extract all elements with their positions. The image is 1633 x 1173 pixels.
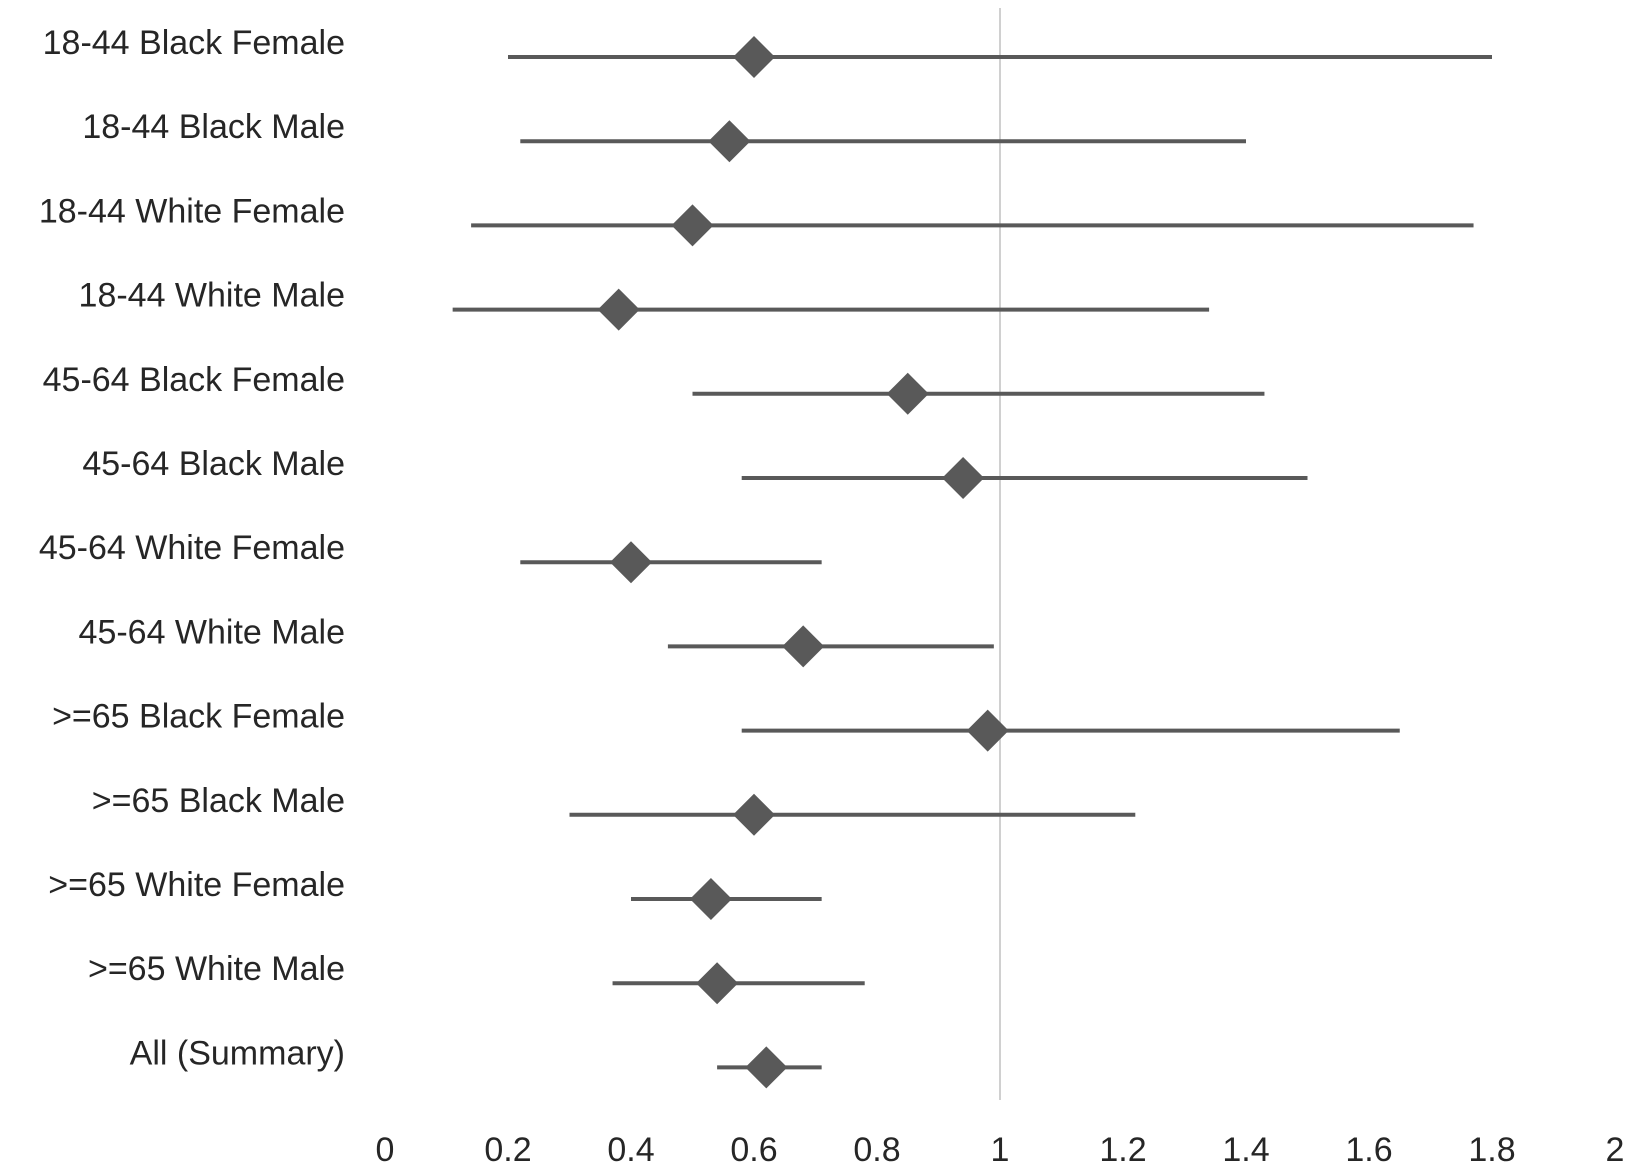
forest-row: 45-64 White Male bbox=[79, 613, 994, 668]
row-label: >=65 White Female bbox=[48, 866, 345, 904]
estimate-diamond bbox=[745, 1046, 788, 1089]
row-label: >=65 White Male bbox=[88, 950, 345, 988]
forest-row: >=65 Black Male bbox=[92, 782, 1136, 836]
forest-row: >=65 Black Female bbox=[52, 698, 1400, 752]
row-label: 18-44 Black Male bbox=[82, 108, 345, 146]
row-label: 18-44 White Female bbox=[39, 192, 345, 230]
estimate-diamond bbox=[708, 120, 751, 163]
x-tick-label: 0.8 bbox=[853, 1131, 900, 1169]
forest-row: 18-44 Black Male bbox=[82, 108, 1246, 163]
estimate-diamond bbox=[942, 457, 985, 499]
estimate-diamond bbox=[610, 541, 652, 584]
x-tick-label: 1.6 bbox=[1345, 1131, 1392, 1169]
x-tick-label: 0.6 bbox=[730, 1131, 777, 1169]
estimate-diamond bbox=[597, 288, 640, 331]
estimate-diamond bbox=[671, 204, 714, 247]
forest-row: 45-64 Black Female bbox=[43, 361, 1265, 415]
x-tick-label: 0.4 bbox=[607, 1131, 654, 1169]
forest-row: 45-64 White Female bbox=[39, 529, 822, 584]
forest-row: >=65 White Male bbox=[88, 950, 865, 1005]
estimate-diamond bbox=[689, 878, 732, 920]
row-label: >=65 Black Female bbox=[52, 698, 345, 736]
forest-rows: 18-44 Black Female 18-44 Black Male 18-44 … bbox=[39, 24, 1492, 1089]
forest-row: >=65 White Female bbox=[48, 866, 822, 920]
estimate-diamond bbox=[733, 793, 775, 836]
row-label: >=65 Black Male bbox=[92, 782, 345, 820]
x-tick-label: 1.4 bbox=[1222, 1131, 1269, 1169]
estimate-diamond bbox=[886, 372, 929, 415]
x-axis: 0 0.2 0.4 0.6 0.8 1 1.2 1.4 1.6 1.8 2 bbox=[376, 1131, 1625, 1169]
row-label: 45-64 Black Female bbox=[43, 361, 345, 399]
forest-row: 18-44 White Male bbox=[79, 277, 1210, 331]
forest-row: 45-64 Black Male bbox=[82, 445, 1308, 499]
forest-row: 18-44 Black Female bbox=[43, 24, 1492, 78]
forest-row: 18-44 White Female bbox=[39, 192, 1474, 247]
x-tick-label: 1.2 bbox=[1099, 1131, 1146, 1169]
x-tick-label: 0.2 bbox=[484, 1131, 531, 1169]
estimate-diamond bbox=[782, 625, 825, 668]
row-label: 18-44 White Male bbox=[79, 277, 345, 315]
x-tick-label: 1.8 bbox=[1468, 1131, 1515, 1169]
row-label: 45-64 White Male bbox=[79, 613, 345, 651]
x-tick-label: 2 bbox=[1606, 1131, 1625, 1169]
row-label: All (Summary) bbox=[130, 1034, 345, 1072]
x-tick-label: 0 bbox=[376, 1131, 395, 1169]
row-label: 45-64 Black Male bbox=[82, 445, 345, 483]
forest-row: All (Summary) bbox=[130, 1034, 822, 1089]
estimate-diamond bbox=[966, 709, 1009, 752]
estimate-diamond bbox=[696, 962, 739, 1005]
x-tick-label: 1 bbox=[991, 1131, 1010, 1169]
estimate-diamond bbox=[733, 36, 775, 78]
row-label: 18-44 Black Female bbox=[43, 24, 345, 62]
row-label: 45-64 White Female bbox=[39, 529, 345, 567]
